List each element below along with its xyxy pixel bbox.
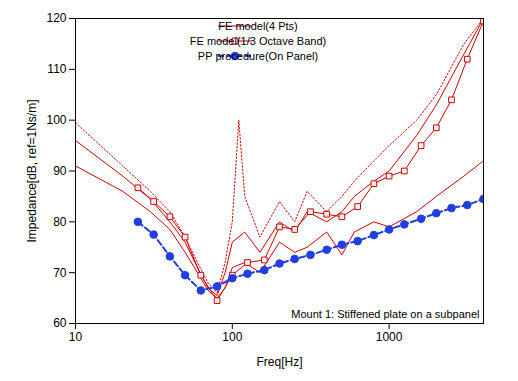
svg-text:Impedance[dB, ref=1Ns/m]: Impedance[dB, ref=1Ns/m] [25, 99, 39, 242]
svg-text:Freq[Hz]: Freq[Hz] [256, 355, 302, 369]
svg-text:70: 70 [53, 266, 67, 280]
svg-text:100: 100 [222, 330, 242, 344]
svg-text:Mount 1: Stiffened plate on a: Mount 1: Stiffened plate on a subpanel [291, 308, 479, 320]
svg-text:FE model(4 Pts): FE model(4 Pts) [218, 20, 297, 32]
svg-text:120: 120 [46, 11, 66, 25]
svg-text:100: 100 [46, 113, 66, 127]
svg-text:FE model(1/3 Octave Band): FE model(1/3 Octave Band) [190, 35, 326, 47]
svg-text:PP procedure(On Panel): PP procedure(On Panel) [198, 50, 318, 62]
svg-text:90: 90 [53, 164, 67, 178]
svg-text:1000: 1000 [376, 330, 403, 344]
svg-text:10: 10 [69, 330, 83, 344]
svg-text:110: 110 [47, 62, 66, 76]
svg-text:80: 80 [53, 215, 67, 229]
svg-text:60: 60 [53, 316, 67, 330]
